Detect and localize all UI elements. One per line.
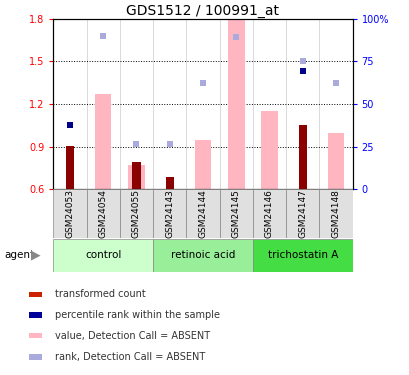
Text: trichostatin A: trichostatin A <box>267 251 337 260</box>
Text: ▶: ▶ <box>31 249 40 262</box>
Bar <box>53 189 86 238</box>
Text: GSM24055: GSM24055 <box>132 189 141 238</box>
Text: rank, Detection Call = ABSENT: rank, Detection Call = ABSENT <box>54 352 204 362</box>
Bar <box>153 239 252 272</box>
Bar <box>132 162 140 189</box>
Text: GSM24143: GSM24143 <box>165 189 174 238</box>
Bar <box>128 165 144 189</box>
Text: GSM24054: GSM24054 <box>99 189 108 238</box>
Bar <box>252 189 285 238</box>
Bar <box>186 189 219 238</box>
Text: agent: agent <box>4 251 34 260</box>
Bar <box>227 19 244 189</box>
Bar <box>29 354 42 360</box>
Bar <box>94 94 111 189</box>
Bar <box>29 333 42 338</box>
Text: value, Detection Call = ABSENT: value, Detection Call = ABSENT <box>54 331 209 340</box>
Bar <box>261 111 277 189</box>
Text: GSM24146: GSM24146 <box>264 189 273 238</box>
Bar <box>119 189 153 238</box>
Text: GSM24053: GSM24053 <box>65 189 74 238</box>
Bar <box>65 146 74 189</box>
Bar <box>165 177 173 189</box>
Bar <box>327 132 344 189</box>
Text: retinoic acid: retinoic acid <box>170 251 235 260</box>
Bar <box>153 189 186 238</box>
Bar <box>29 312 42 318</box>
Bar <box>86 189 119 238</box>
Text: transformed count: transformed count <box>54 290 145 299</box>
Bar <box>53 239 153 272</box>
Bar <box>219 189 252 238</box>
Bar <box>285 189 319 238</box>
Title: GDS1512 / 100991_at: GDS1512 / 100991_at <box>126 4 279 18</box>
Bar <box>252 239 352 272</box>
Text: GSM24147: GSM24147 <box>297 189 306 238</box>
Text: GSM24144: GSM24144 <box>198 189 207 238</box>
Bar <box>298 125 306 189</box>
Text: GSM24148: GSM24148 <box>330 189 339 238</box>
Text: control: control <box>85 251 121 260</box>
Bar <box>194 140 211 189</box>
Text: GSM24145: GSM24145 <box>231 189 240 238</box>
Text: percentile rank within the sample: percentile rank within the sample <box>54 310 219 320</box>
Bar <box>29 292 42 297</box>
Bar <box>319 189 352 238</box>
